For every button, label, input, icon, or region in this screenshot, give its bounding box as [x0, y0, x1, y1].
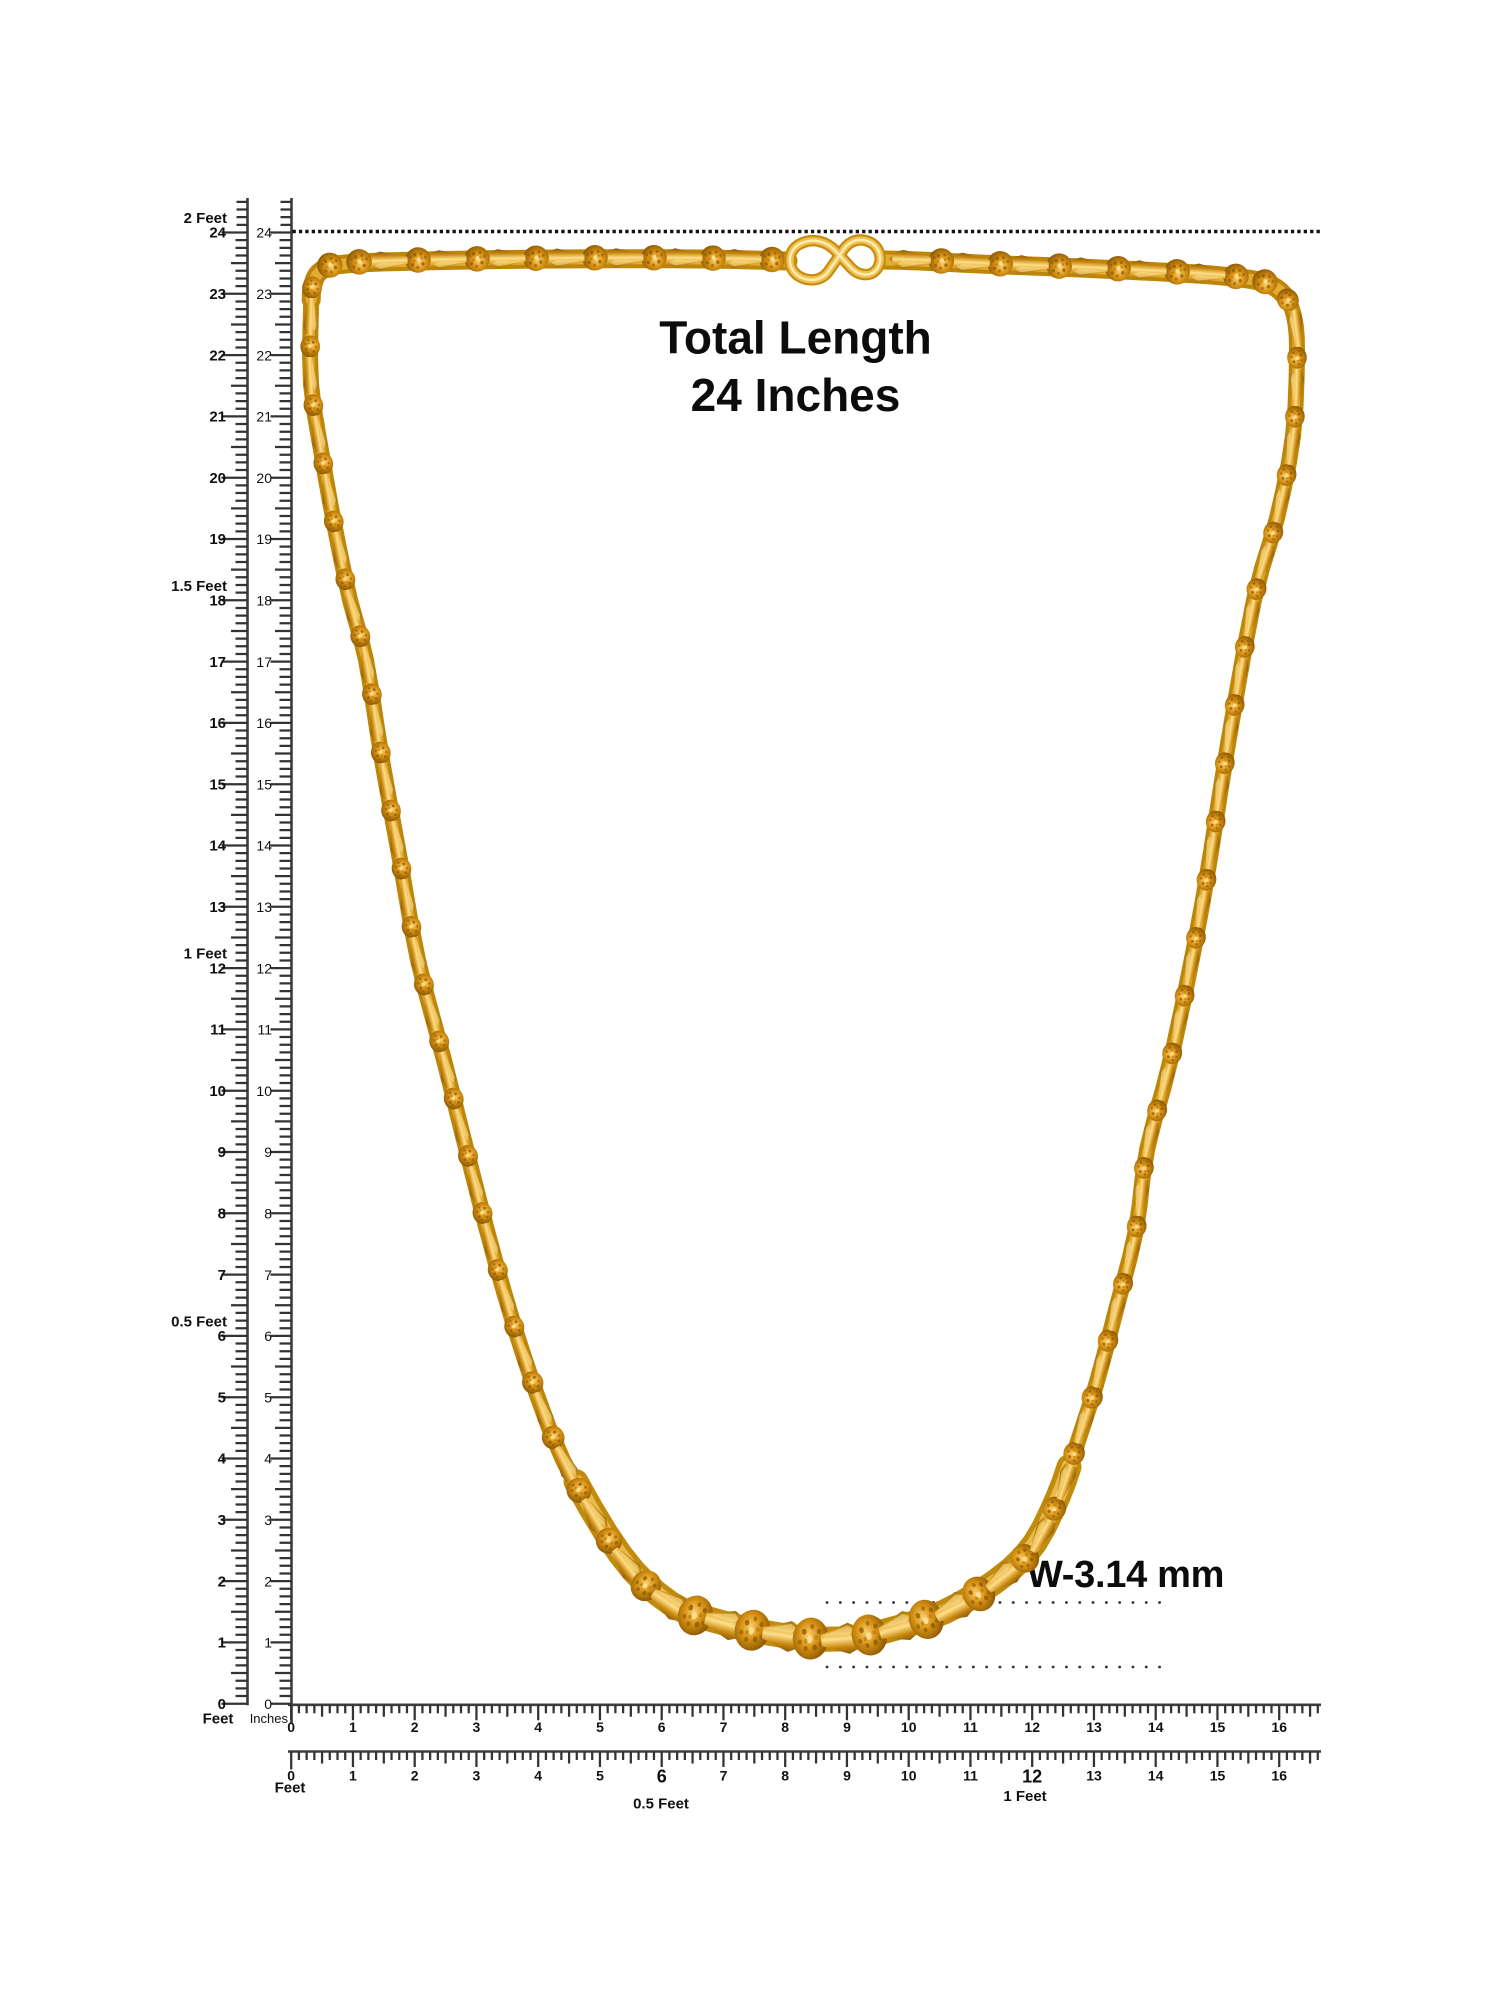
svg-text:15: 15 — [1210, 1768, 1226, 1784]
svg-text:22: 22 — [256, 347, 272, 363]
svg-text:Inches: Inches — [250, 1711, 289, 1726]
svg-text:13: 13 — [209, 899, 226, 916]
svg-text:W-3.14 mm: W-3.14 mm — [1027, 1554, 1224, 1596]
svg-text:14: 14 — [256, 838, 272, 854]
svg-text:16: 16 — [209, 715, 226, 732]
svg-text:7: 7 — [264, 1267, 272, 1283]
svg-text:2: 2 — [264, 1573, 272, 1589]
svg-text:23: 23 — [256, 286, 272, 302]
svg-text:12: 12 — [209, 960, 226, 977]
svg-text:2: 2 — [411, 1768, 419, 1784]
svg-text:20: 20 — [209, 470, 226, 487]
svg-text:5: 5 — [596, 1719, 604, 1735]
svg-text:3: 3 — [473, 1719, 481, 1735]
svg-text:Feet: Feet — [275, 1780, 306, 1797]
svg-text:13: 13 — [256, 899, 272, 915]
svg-text:11: 11 — [210, 1022, 226, 1039]
svg-text:7: 7 — [720, 1719, 728, 1735]
svg-text:18: 18 — [209, 593, 226, 610]
svg-text:7: 7 — [218, 1267, 226, 1284]
svg-text:0: 0 — [287, 1768, 295, 1784]
svg-text:17: 17 — [209, 654, 226, 671]
svg-text:2: 2 — [218, 1573, 226, 1590]
svg-text:24: 24 — [209, 225, 226, 242]
svg-text:6: 6 — [658, 1719, 666, 1735]
svg-text:5: 5 — [596, 1768, 604, 1784]
svg-text:11: 11 — [963, 1768, 978, 1784]
svg-text:24: 24 — [256, 225, 272, 241]
svg-text:8: 8 — [781, 1768, 789, 1784]
svg-text:9: 9 — [843, 1719, 851, 1735]
svg-text:10: 10 — [901, 1719, 917, 1735]
svg-text:1.5 Feet: 1.5 Feet — [171, 578, 227, 595]
svg-text:3: 3 — [473, 1768, 481, 1784]
svg-text:8: 8 — [781, 1719, 789, 1735]
svg-text:21: 21 — [256, 409, 272, 425]
svg-text:16: 16 — [1271, 1768, 1287, 1784]
svg-text:5: 5 — [264, 1389, 272, 1405]
svg-text:15: 15 — [209, 776, 226, 793]
svg-text:15: 15 — [1210, 1719, 1226, 1735]
svg-text:15: 15 — [256, 776, 272, 792]
svg-text:0.5 Feet: 0.5 Feet — [633, 1796, 689, 1813]
svg-text:4: 4 — [218, 1451, 227, 1468]
svg-text:1: 1 — [349, 1768, 357, 1784]
svg-text:5: 5 — [218, 1389, 226, 1406]
svg-text:22: 22 — [209, 347, 226, 364]
svg-text:1: 1 — [349, 1719, 357, 1735]
svg-text:11: 11 — [257, 1022, 272, 1038]
svg-text:21: 21 — [209, 409, 226, 426]
svg-text:1: 1 — [218, 1635, 226, 1652]
svg-text:0: 0 — [264, 1696, 272, 1712]
svg-text:0: 0 — [218, 1696, 226, 1713]
svg-text:7: 7 — [720, 1768, 728, 1784]
svg-text:6: 6 — [218, 1328, 226, 1345]
svg-text:19: 19 — [209, 531, 226, 548]
svg-text:1 Feet: 1 Feet — [1003, 1788, 1046, 1805]
svg-text:11: 11 — [963, 1719, 978, 1735]
svg-text:0.5 Feet: 0.5 Feet — [171, 1313, 227, 1330]
svg-text:14: 14 — [209, 838, 226, 855]
svg-text:9: 9 — [264, 1144, 272, 1160]
svg-text:0: 0 — [287, 1719, 295, 1735]
svg-text:8: 8 — [218, 1206, 226, 1223]
svg-text:4: 4 — [534, 1768, 542, 1784]
svg-text:23: 23 — [209, 286, 226, 303]
svg-text:16: 16 — [256, 715, 272, 731]
svg-text:3: 3 — [264, 1512, 272, 1528]
svg-text:12: 12 — [256, 960, 272, 976]
svg-text:12: 12 — [1024, 1719, 1040, 1735]
svg-text:13: 13 — [1086, 1719, 1102, 1735]
svg-text:Total Length: Total Length — [659, 312, 932, 364]
svg-text:13: 13 — [1086, 1768, 1102, 1784]
svg-text:10: 10 — [901, 1768, 917, 1784]
svg-text:9: 9 — [218, 1144, 226, 1161]
svg-text:12: 12 — [1022, 1767, 1042, 1787]
svg-text:2: 2 — [411, 1719, 419, 1735]
svg-text:24 Inches: 24 Inches — [691, 369, 901, 421]
svg-text:19: 19 — [256, 531, 272, 547]
svg-text:1 Feet: 1 Feet — [184, 946, 227, 963]
svg-text:3: 3 — [218, 1512, 226, 1529]
svg-text:9: 9 — [843, 1768, 851, 1784]
svg-text:4: 4 — [534, 1719, 542, 1735]
svg-text:8: 8 — [264, 1206, 272, 1222]
svg-text:20: 20 — [256, 470, 272, 486]
svg-text:14: 14 — [1148, 1719, 1164, 1735]
svg-text:6: 6 — [657, 1767, 667, 1787]
svg-text:18: 18 — [256, 593, 272, 609]
svg-text:2 Feet: 2 Feet — [184, 210, 227, 227]
svg-text:17: 17 — [256, 654, 272, 670]
svg-text:14: 14 — [1148, 1768, 1164, 1784]
svg-text:10: 10 — [256, 1083, 272, 1099]
svg-text:16: 16 — [1271, 1719, 1287, 1735]
svg-text:10: 10 — [209, 1083, 226, 1100]
svg-text:1: 1 — [264, 1635, 272, 1651]
svg-text:6: 6 — [264, 1328, 272, 1344]
svg-text:4: 4 — [264, 1451, 272, 1467]
svg-text:Feet: Feet — [203, 1711, 234, 1728]
